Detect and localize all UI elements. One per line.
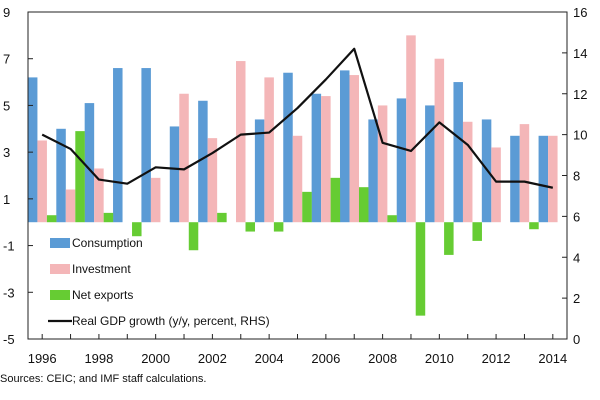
consumption-bar-2011 <box>453 82 463 223</box>
net-exports-bar-2003 <box>245 222 256 232</box>
investment-bar-2006 <box>321 96 331 223</box>
x-tick-label: 2004 <box>255 351 284 366</box>
right-tick-label: 10 <box>573 128 587 143</box>
net-exports-bar-2008 <box>387 215 397 223</box>
consumption-bar-1998 <box>84 103 95 223</box>
investment-bar-1998 <box>94 168 104 223</box>
x-tick-label: 2010 <box>425 351 454 366</box>
consumption-bar-2010 <box>425 105 435 223</box>
investment-bar-2003 <box>236 61 246 223</box>
investment-bar-2007 <box>349 75 359 223</box>
x-tick-label: 2014 <box>538 351 567 366</box>
x-tick-label: 1998 <box>84 351 113 366</box>
net-exports-bar-2011 <box>472 222 482 241</box>
right-axis-ticks: 16 14 12 10 8 6 4 2 0 <box>562 5 587 347</box>
net-exports-bar-1998 <box>103 212 114 223</box>
left-tick-label: 9 <box>3 5 10 20</box>
net-exports-bar-2010 <box>444 222 454 255</box>
source-note: Sources: CEIC; and IMF staff calculation… <box>0 373 207 385</box>
investment-bar-2010 <box>434 58 445 223</box>
consumption-bar-2002 <box>198 100 208 223</box>
left-axis-ticks: 9 7 5 3 1 -1 -3 -5 <box>3 5 33 347</box>
x-axis-ticks: 1996 1998 2000 2002 2004 2006 2008 2010 2012 2014 <box>28 334 567 366</box>
left-tick-label: -3 <box>3 285 15 300</box>
investment-bar-2014 <box>548 135 558 223</box>
right-tick-label: 16 <box>573 5 587 20</box>
net-exports-bar-1999 <box>132 222 142 237</box>
net-exports-bar-2009 <box>415 222 426 316</box>
chart-legend: Consumption Investment Net exports Real GDP… <box>48 236 270 328</box>
investment-bar-2013 <box>519 124 530 223</box>
net-exports-bar-2004 <box>273 222 284 232</box>
consumption-bar-2014 <box>538 135 549 223</box>
left-tick-label: 3 <box>3 145 10 160</box>
x-tick-label: 1996 <box>28 351 57 366</box>
investment-bar-2002 <box>207 138 218 223</box>
consumption-bar-1999 <box>113 68 123 223</box>
right-tick-label: 2 <box>573 291 580 306</box>
x-tick-label: 2008 <box>368 351 397 366</box>
investment-bar-2008 <box>377 105 388 223</box>
consumption-bar-2013 <box>510 135 520 223</box>
legend-swatch <box>50 290 70 300</box>
left-tick-label: 1 <box>3 192 10 207</box>
left-tick-label: 5 <box>3 98 10 113</box>
legend-label: Net exports <box>72 288 133 302</box>
left-tick-label: 7 <box>3 52 10 67</box>
net-exports-bar-2002 <box>217 212 227 223</box>
x-tick-label: 2000 <box>141 351 170 366</box>
x-tick-label: 2002 <box>198 351 227 366</box>
consumption-bar-2001 <box>169 126 180 223</box>
legend-label: Real GDP growth (y/y, percent, RHS) <box>72 314 270 328</box>
net-exports-bar-1996 <box>46 215 57 223</box>
right-tick-label: 8 <box>573 169 580 184</box>
investment-bar-1996 <box>37 140 47 223</box>
consumption-bar-2005 <box>283 72 293 223</box>
right-tick-label: 0 <box>573 332 580 347</box>
consumption-bar-2008 <box>368 119 378 223</box>
net-exports-bar-2007 <box>358 187 369 223</box>
consumption-bar-2004 <box>254 119 265 223</box>
consumption-bar-2009 <box>396 98 407 223</box>
investment-bar-2009 <box>406 35 416 223</box>
net-exports-bar-1997 <box>75 131 85 223</box>
gdp-line-group <box>41 47 554 189</box>
left-tick-label: -1 <box>3 239 15 254</box>
consumption-bar-1997 <box>56 128 66 223</box>
consumption-bar-1996 <box>27 77 38 223</box>
x-tick-label: 2012 <box>482 351 511 366</box>
legend-swatch <box>50 238 70 248</box>
right-tick-label: 14 <box>573 46 587 61</box>
investment-bar-2001 <box>179 93 189 223</box>
legend-label: Consumption <box>72 236 143 250</box>
gdp-growth-line <box>41 47 554 189</box>
right-tick-label: 4 <box>573 250 580 265</box>
investment-bar-2011 <box>462 121 473 223</box>
right-tick-label: 12 <box>573 87 587 102</box>
right-tick-label: 6 <box>573 209 580 224</box>
investment-bar-2004 <box>264 77 274 223</box>
net-exports-bar-2005 <box>302 191 312 223</box>
left-tick-label: -5 <box>3 332 15 347</box>
legend-swatch <box>50 264 70 274</box>
investment-bar-1997 <box>65 189 76 223</box>
investment-bar-2012 <box>491 147 501 223</box>
legend-label: Investment <box>72 262 131 276</box>
investment-bar-2005 <box>292 135 303 223</box>
net-exports-bar-2006 <box>330 177 341 223</box>
consumption-bar-2007 <box>339 70 350 223</box>
investment-bar-2000 <box>150 177 161 223</box>
x-tick-label: 2006 <box>311 351 340 366</box>
net-exports-bar-2001 <box>188 222 199 251</box>
net-exports-bar-2013 <box>529 222 539 230</box>
consumption-bar-2006 <box>311 93 322 223</box>
consumption-bar-2000 <box>141 68 151 223</box>
